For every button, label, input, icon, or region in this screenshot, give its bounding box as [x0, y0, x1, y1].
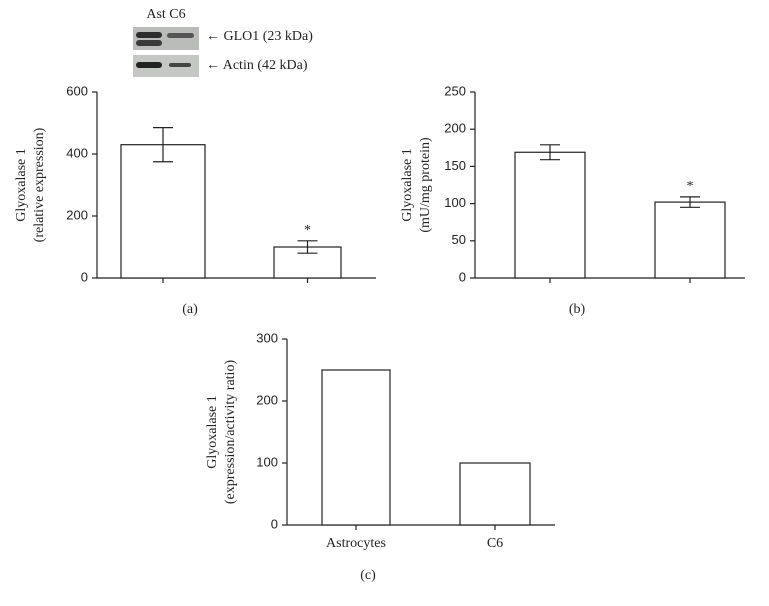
y-axis-label: Glyoxalase 1 — [205, 395, 220, 468]
blot-lanes: Ast C6 — [146, 7, 185, 22]
bar — [120, 144, 206, 279]
blot-band-label: ← Actin (42 kDa) — [206, 58, 308, 73]
band — [136, 62, 162, 68]
bar — [514, 151, 586, 279]
western-blot: Ast C6 ← GLO1 (23 kDa) ← Actin (42 kDa) — [133, 7, 313, 77]
y-axis-label: (mU/mg protein) — [418, 137, 433, 233]
blot-strip — [133, 55, 199, 77]
error-bar — [297, 240, 318, 254]
y-axis-label: Glyoxalase 1 — [400, 148, 415, 221]
band — [169, 63, 191, 67]
x-tick-label: Astrocytes — [326, 536, 386, 551]
y-tick-label: 600 — [66, 83, 88, 98]
error-bar — [153, 127, 173, 163]
y-tick-label: 50 — [452, 232, 466, 247]
y-axis-label: (relative expression) — [32, 127, 47, 242]
y-tick-label: 200 — [66, 207, 88, 222]
bar — [321, 369, 391, 526]
y-tick-label: 0 — [81, 269, 88, 284]
y-tick-label: 200 — [444, 121, 466, 136]
y-tick-label: 0 — [459, 269, 466, 284]
band — [136, 40, 162, 46]
y-tick-label: 150 — [444, 158, 466, 173]
error-bar — [540, 144, 560, 161]
panel-label: (a) — [182, 302, 198, 317]
bar — [459, 462, 531, 526]
significance-mark: * — [687, 179, 694, 194]
bar — [654, 201, 726, 279]
band — [136, 32, 162, 38]
y-tick-label: 200 — [256, 392, 278, 407]
y-tick-label: 400 — [66, 145, 88, 160]
y-axis-label: (expression/activity ratio) — [223, 360, 238, 505]
panel-label: (b) — [569, 302, 586, 317]
y-tick-label: 0 — [271, 516, 278, 531]
panel-label: (c) — [360, 568, 376, 583]
y-axis-label: Glyoxalase 1 — [14, 148, 29, 221]
y-tick-label: 250 — [444, 83, 466, 98]
blot-strip — [133, 27, 199, 50]
blot-band-label: ← GLO1 (23 kDa) — [206, 29, 313, 44]
y-tick-label: 300 — [256, 330, 278, 345]
band — [167, 33, 194, 38]
significance-mark: * — [304, 223, 311, 238]
y-tick-label: 100 — [256, 454, 278, 469]
y-tick-label: 100 — [444, 195, 466, 210]
x-tick-label: C6 — [487, 536, 503, 551]
error-bar — [680, 196, 700, 208]
